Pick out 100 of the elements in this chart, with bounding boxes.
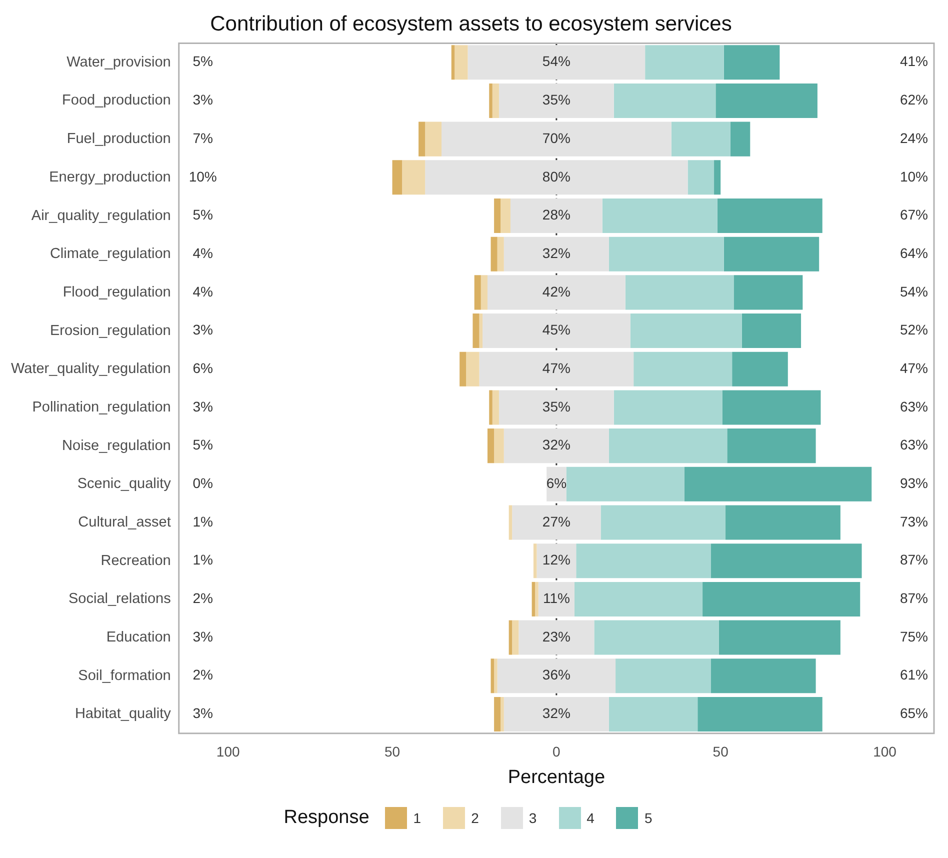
data-label: 11% (542, 590, 570, 606)
data-label: 45% (542, 322, 570, 338)
annotation: 63% (900, 436, 928, 453)
annotation: 3% (192, 398, 213, 414)
y-tick-label: Cultural_asset (78, 514, 171, 531)
bar (492, 390, 499, 425)
annotation: 5% (192, 53, 213, 70)
data-label: 80% (542, 168, 570, 184)
bar (536, 544, 576, 578)
bar (742, 314, 802, 348)
data-label: 32% (542, 436, 570, 453)
bar (718, 620, 840, 655)
bar (490, 236, 498, 272)
data-label: 35% (542, 92, 570, 108)
annotation: 54% (900, 283, 928, 300)
data-label: 47% (542, 360, 570, 376)
annotation: 10% (900, 168, 928, 184)
bar (474, 275, 481, 310)
annotation: 3% (192, 628, 213, 644)
bar (512, 620, 519, 655)
bar (608, 428, 728, 464)
x-axis-title: Percentage (508, 766, 606, 788)
y-tick-label: Recreation (100, 552, 171, 569)
bar (460, 352, 466, 386)
bar (489, 83, 492, 118)
bar (724, 45, 780, 80)
bar (500, 198, 510, 234)
y-tick-label: Education (106, 630, 171, 646)
y-tick-label: Habitat_quality (74, 706, 172, 722)
bar (614, 390, 722, 425)
bar (472, 314, 480, 348)
bar (730, 122, 750, 156)
y-tick-label: Climate_regulation (50, 246, 171, 262)
chart-title: Contribution of ecosystem assets to ecosystem services (210, 12, 732, 36)
bar (538, 582, 574, 616)
bar (608, 236, 724, 272)
y-tick-label: Water_quality_regulation (10, 361, 171, 378)
y-tick-label: Energy_production (49, 169, 171, 186)
data-label: 36% (542, 666, 570, 683)
bar (576, 544, 711, 578)
annotation: 47% (900, 360, 928, 376)
annotation: 73% (900, 513, 928, 530)
bar (479, 314, 483, 348)
bar (492, 83, 499, 118)
data-label: 27% (542, 513, 570, 530)
bar (518, 620, 594, 655)
annotation: 5% (192, 436, 213, 453)
bar (498, 390, 614, 425)
bar (714, 160, 721, 195)
bar (504, 236, 609, 272)
bar (734, 275, 803, 310)
bar (494, 198, 501, 234)
legend-label: 4 (586, 810, 594, 826)
bar (684, 466, 872, 502)
bar (600, 505, 726, 540)
annotation: 1% (192, 552, 213, 568)
bar (716, 83, 818, 118)
bar (442, 122, 672, 156)
y-tick-label: Pollination_regulation (32, 399, 171, 416)
data-label: 32% (542, 244, 570, 261)
annotation: 93% (900, 475, 928, 492)
bar (479, 352, 634, 386)
bar (490, 658, 494, 694)
bar (504, 428, 609, 464)
bar (497, 658, 616, 694)
annotation: 52% (900, 322, 928, 338)
bar (482, 314, 630, 348)
bar (616, 658, 711, 694)
bar (602, 198, 718, 234)
bar (454, 45, 468, 80)
annotation: 2% (192, 666, 213, 683)
y-tick-label: Air_quality_regulation (31, 208, 171, 224)
x-tick-label: 100 (873, 744, 897, 760)
data-label: 23% (542, 628, 570, 644)
bar (508, 620, 512, 655)
data-label: 70% (542, 130, 570, 146)
legend-label: 2 (471, 810, 479, 826)
y-tick-label: Erosion_regulation (50, 322, 171, 339)
legend-label: 5 (644, 810, 652, 826)
bar (727, 428, 816, 464)
bar (480, 275, 488, 310)
y-tick-label: Scenic_quality (77, 476, 172, 492)
y-tick-label: Fuel_production (66, 131, 171, 148)
bar (726, 505, 840, 540)
bar (497, 236, 504, 272)
y-tick-label: Food_production (62, 92, 171, 109)
bar (688, 160, 714, 195)
bar (671, 122, 730, 156)
x-tick-label: 50 (712, 744, 729, 760)
x-tick-label: 50 (384, 744, 400, 760)
annotation: 41% (900, 53, 928, 70)
bar (487, 275, 626, 310)
bar (710, 658, 816, 694)
bar (512, 505, 601, 540)
annotation: 63% (900, 398, 928, 414)
bar (402, 160, 426, 195)
bar (451, 45, 455, 80)
annotation: 6% (192, 360, 213, 376)
bar (418, 122, 426, 156)
annotation: 87% (900, 552, 928, 568)
